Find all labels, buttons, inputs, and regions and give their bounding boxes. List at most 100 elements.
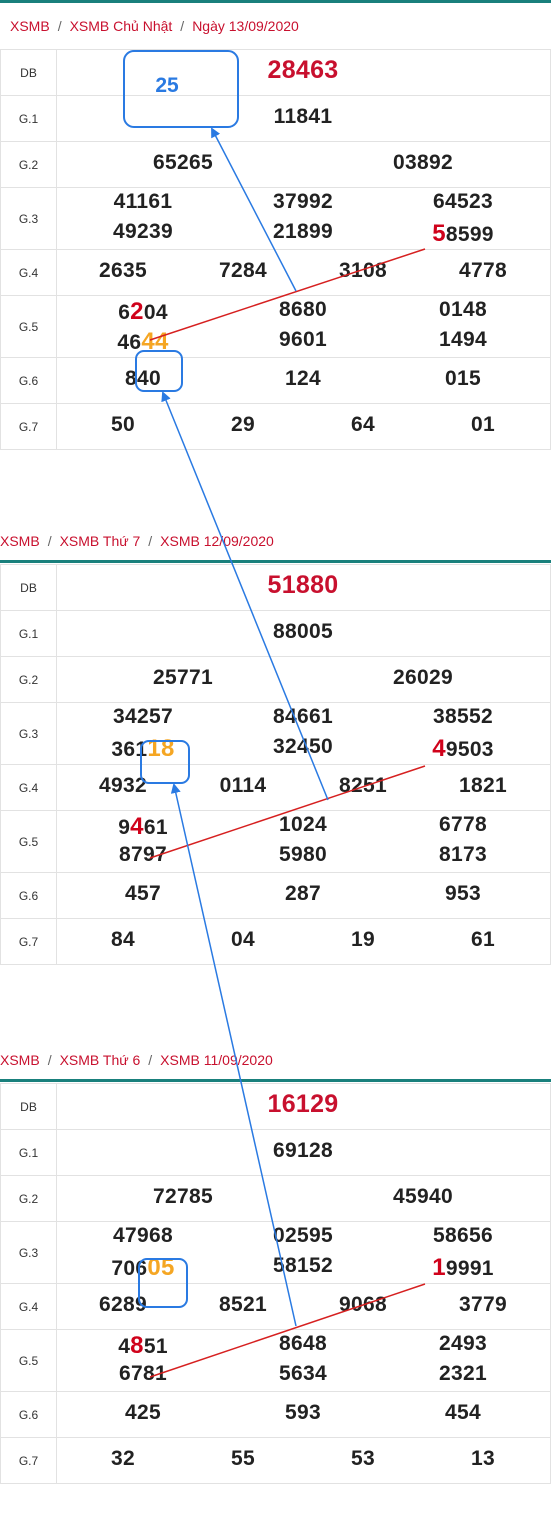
prize-number: 19 bbox=[351, 928, 375, 952]
prize-number: 3108 bbox=[339, 259, 387, 283]
prize-label: G.2 bbox=[0, 1175, 57, 1222]
number-text: 5634 bbox=[279, 1362, 327, 1385]
prize-number: 9461 bbox=[118, 813, 168, 841]
prize-number: 0114 bbox=[220, 774, 267, 798]
number-prefix: 46 bbox=[117, 331, 142, 354]
number-text: 2321 bbox=[439, 1362, 487, 1385]
number-text: 2635 bbox=[99, 259, 147, 282]
number-text: 8521 bbox=[219, 1293, 267, 1316]
prize-label: G.3 bbox=[0, 1221, 57, 1284]
number-suffix: 8599 bbox=[445, 223, 494, 246]
prize-number: 03892 bbox=[393, 151, 453, 175]
breadcrumb-link[interactable]: XSMB 11/09/2020 bbox=[160, 1052, 273, 1068]
prize-number: 3779 bbox=[459, 1293, 507, 1317]
number-text: 53 bbox=[351, 1447, 375, 1470]
prize-number: 64523 bbox=[433, 190, 493, 214]
prize-number: 84661 bbox=[273, 705, 333, 729]
number-text: 124 bbox=[285, 367, 321, 390]
number-text: 88005 bbox=[273, 620, 333, 643]
number-prefix: 4 bbox=[118, 1335, 131, 1358]
highlighted-digit: 1 bbox=[432, 1254, 446, 1281]
prize-row-g2: G.2 bbox=[0, 656, 551, 703]
prize-number: 70605 bbox=[111, 1254, 174, 1282]
number-text: 34257 bbox=[113, 705, 173, 728]
prize-number: 4932 bbox=[99, 774, 147, 798]
breadcrumb-link[interactable]: XSMB Thứ 7 bbox=[59, 533, 141, 549]
number-text: 84 bbox=[111, 928, 135, 951]
number-text: 015 bbox=[445, 367, 481, 390]
prize-label: DB bbox=[0, 1083, 57, 1130]
prize-row-db: DB bbox=[0, 1083, 551, 1130]
prize-number: 41161 bbox=[114, 190, 173, 214]
number-suffix: 61 bbox=[143, 816, 168, 839]
prize-numbers bbox=[56, 1391, 551, 1438]
prize-number: 38552 bbox=[433, 705, 493, 729]
number-text: 3108 bbox=[339, 259, 387, 282]
breadcrumb-link[interactable]: XSMB Chủ Nhật bbox=[69, 18, 173, 34]
number-prefix: 9 bbox=[118, 816, 131, 839]
breadcrumb-separator: / bbox=[148, 1052, 153, 1068]
number-text: 425 bbox=[125, 1401, 161, 1424]
prize-number: 454 bbox=[445, 1401, 481, 1425]
highlighted-digit: 5 bbox=[432, 220, 446, 247]
prize-number: 25771 bbox=[153, 666, 213, 690]
block-top-rule bbox=[0, 560, 551, 563]
prize-numbers bbox=[56, 1129, 551, 1176]
prize-number: 69128 bbox=[273, 1139, 333, 1163]
prize-label: G.1 bbox=[0, 1129, 57, 1176]
highlighted-digit: 8 bbox=[130, 1332, 144, 1359]
breadcrumb: XSMB / XSMB Chủ Nhật / Ngày 13/09/2020 bbox=[10, 15, 299, 37]
number-text: 72785 bbox=[153, 1185, 213, 1208]
breadcrumb-link[interactable]: XSMB bbox=[0, 1052, 40, 1068]
number-text: 9068 bbox=[339, 1293, 387, 1316]
prize-label: G.6 bbox=[0, 872, 57, 919]
number-text: 55 bbox=[231, 1447, 255, 1470]
number-text: 3779 bbox=[459, 1293, 507, 1316]
number-text: 13 bbox=[471, 1447, 495, 1470]
prize-number: 2493 bbox=[439, 1332, 487, 1356]
prize-label: G.2 bbox=[0, 141, 57, 188]
number-text: 64523 bbox=[433, 190, 493, 213]
number-prefix: 361 bbox=[111, 738, 148, 761]
number-text: 32 bbox=[111, 1447, 135, 1470]
highlighted-digit: 4 bbox=[432, 735, 446, 762]
prize-label: G.7 bbox=[0, 1437, 57, 1484]
prize-number: 6778 bbox=[439, 813, 487, 837]
breadcrumb-link[interactable]: Ngày 13/09/2020 bbox=[192, 18, 299, 34]
prize-number: 37992 bbox=[273, 190, 333, 214]
prize-label: G.2 bbox=[0, 656, 57, 703]
prize-number: 8797 bbox=[119, 843, 167, 867]
number-text: 84661 bbox=[273, 705, 333, 728]
number-text: 50 bbox=[111, 413, 135, 436]
number-text: 69128 bbox=[273, 1139, 333, 1162]
prize-numbers bbox=[56, 1083, 551, 1130]
breadcrumb-link[interactable]: XSMB 12/09/2020 bbox=[160, 533, 274, 549]
number-prefix: 706 bbox=[111, 1257, 148, 1280]
breadcrumb-separator: / bbox=[180, 18, 185, 34]
number-text: 11841 bbox=[273, 105, 333, 128]
prize-row-g6: G.6 bbox=[0, 872, 551, 919]
breadcrumb-link[interactable]: XSMB bbox=[0, 533, 40, 549]
number-text: 953 bbox=[445, 882, 481, 905]
number-text: 7284 bbox=[219, 259, 267, 282]
prize-number: 9601 bbox=[279, 328, 327, 352]
prize-row-g7: G.7 bbox=[0, 1437, 551, 1484]
prize-number: 6204 bbox=[118, 298, 168, 326]
number-suffix: 04 bbox=[143, 301, 168, 324]
breadcrumb-link[interactable]: XSMB bbox=[10, 18, 50, 34]
prize-number: 6781 bbox=[119, 1362, 167, 1386]
number-text: 41161 bbox=[113, 190, 173, 213]
breadcrumb-link[interactable]: XSMB Thứ 6 bbox=[59, 1052, 141, 1068]
number-text: 840 bbox=[125, 367, 161, 390]
number-text: 457 bbox=[125, 882, 161, 905]
prize-number: 49503 bbox=[432, 735, 494, 763]
number-prefix: 6 bbox=[118, 301, 131, 324]
prize-label: G.4 bbox=[0, 764, 57, 811]
number-text: 21899 bbox=[273, 220, 333, 243]
block-top-rule bbox=[0, 0, 551, 3]
prize-number: 8251 bbox=[339, 774, 387, 798]
prize-number: 21899 bbox=[273, 220, 333, 244]
prize-number: 2321 bbox=[439, 1362, 487, 1386]
prize-number: 16129 bbox=[267, 1090, 338, 1119]
prize-number: 7284 bbox=[219, 259, 267, 283]
